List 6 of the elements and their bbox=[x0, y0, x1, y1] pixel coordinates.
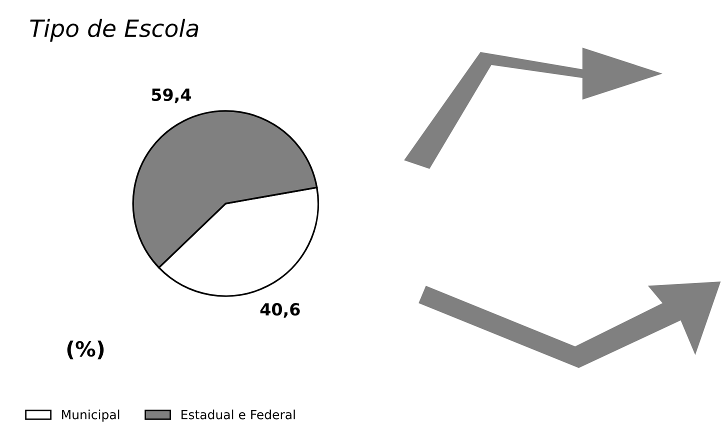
legend-label: Municipal bbox=[62, 410, 120, 422]
data-label: 40,6 bbox=[260, 303, 300, 318]
data-label: 59,4 bbox=[152, 88, 191, 104]
text: (%) bbox=[67, 340, 104, 360]
legend-label: Estadual e Federal bbox=[182, 410, 295, 420]
chart-title: Tipo de Escola bbox=[30, 18, 198, 42]
